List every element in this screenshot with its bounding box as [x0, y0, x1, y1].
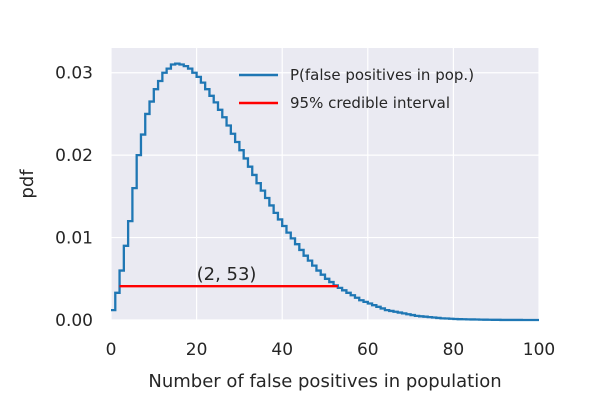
x-tick-label: 40: [271, 340, 293, 360]
x-tick-label: 80: [443, 340, 465, 360]
y-tick-label: 0.00: [55, 311, 93, 331]
legend-label-pdf: P(false positives in pop.): [290, 66, 474, 84]
x-tick-label: 20: [186, 340, 208, 360]
x-tick-label: 60: [357, 340, 379, 360]
x-tick-label: 100: [523, 340, 555, 360]
y-tick-label: 0.01: [55, 229, 93, 249]
y-tick-label: 0.02: [55, 146, 93, 166]
x-tick-label: 0: [106, 340, 117, 360]
y-tick-label: 0.03: [55, 64, 93, 84]
tick-labels: 0 20 40 60 80 100 0.00 0.01 0.02 0.03: [55, 64, 555, 360]
x-axis-label: Number of false positives in population: [148, 371, 501, 392]
legend: P(false positives in pop.) 95% credible …: [239, 66, 474, 112]
series-layer: [111, 62, 539, 322]
legend-label-interval: 95% credible interval: [290, 94, 450, 112]
interval-annotation: (2, 53): [197, 264, 257, 285]
y-axis-label: pdf: [17, 169, 38, 199]
pdf-step-line: [111, 62, 539, 322]
